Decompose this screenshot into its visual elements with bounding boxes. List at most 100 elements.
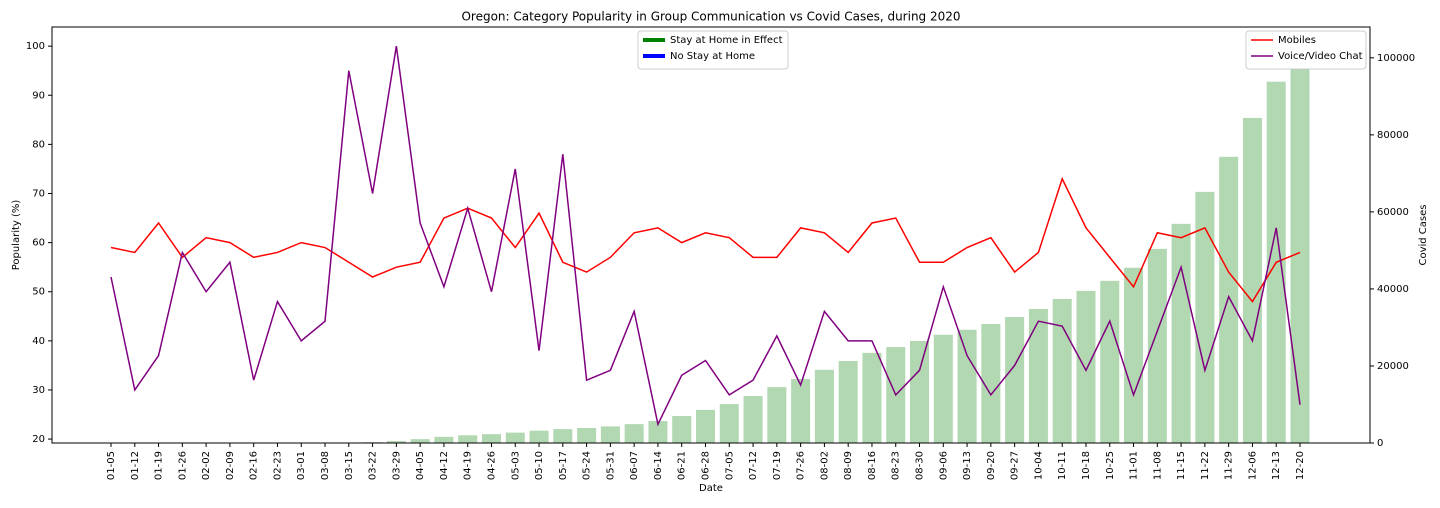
bar <box>838 360 858 443</box>
bar <box>553 429 573 443</box>
bar <box>1147 248 1167 443</box>
bar <box>719 404 739 443</box>
legend-label: No Stay at Home <box>670 51 755 62</box>
legend-label: Stay at Home in Effect <box>670 35 783 46</box>
y2-tick-label: 100000 <box>1377 53 1415 64</box>
x-tick-label: 02-02 <box>201 451 212 480</box>
x-tick-label: 05-10 <box>534 451 545 480</box>
x-tick-label: 08-23 <box>891 451 902 480</box>
x-tick-label: 01-12 <box>130 451 141 480</box>
x-tick-label: 03-29 <box>391 451 402 480</box>
x-tick-label: 11-01 <box>1129 451 1140 480</box>
bar <box>577 427 597 443</box>
x-tick-label: 10-18 <box>1081 451 1092 480</box>
legend-box <box>1245 30 1367 70</box>
x-tick-label: 10-25 <box>1105 451 1116 480</box>
x-tick-label: 01-19 <box>154 451 165 480</box>
x-tick-label: 04-12 <box>439 451 450 480</box>
line-series <box>110 46 1301 427</box>
bar <box>695 409 716 443</box>
y2-tick-label: 80000 <box>1377 130 1409 141</box>
x-tick-label: 08-16 <box>867 451 878 480</box>
x-tick-label: 03-08 <box>320 451 331 480</box>
bar <box>386 441 406 443</box>
bar <box>957 329 977 443</box>
x-tick-label: 01-26 <box>177 451 188 480</box>
x-tick-label: 04-05 <box>415 451 426 480</box>
y2-tick-label: 40000 <box>1377 284 1409 295</box>
x-tick-label: 06-14 <box>653 451 664 480</box>
legend-label: Voice/Video Chat <box>1278 51 1363 62</box>
bar <box>743 396 763 443</box>
bar <box>1171 223 1191 443</box>
y-tick-label: 20 <box>32 434 45 445</box>
plot-frame <box>51 26 1371 444</box>
bar <box>910 340 930 443</box>
bar <box>1028 308 1048 443</box>
bar <box>648 421 668 443</box>
y-tick-label: 100 <box>26 41 45 52</box>
y-tick-label: 40 <box>32 336 45 347</box>
x-tick-label: 05-31 <box>605 451 616 480</box>
y-tick-label: 90 <box>32 90 45 101</box>
bar <box>529 430 549 443</box>
x-tick-label: 08-09 <box>843 451 854 480</box>
legend-box <box>637 30 789 70</box>
x-tick-label: 11-22 <box>1200 451 1211 480</box>
x-tick-label: 07-05 <box>724 451 735 480</box>
y-axis-label: Popularity (%) <box>11 200 22 271</box>
bar <box>791 379 811 443</box>
x-tick-label: 02-23 <box>272 451 283 480</box>
x-tick-label: 08-02 <box>819 451 830 480</box>
x-tick-label: 10-11 <box>1057 451 1068 480</box>
bar <box>458 435 478 443</box>
y-tick-label: 50 <box>32 287 45 298</box>
x-tick-label: 02-16 <box>249 451 260 480</box>
x-tick-label: 04-26 <box>486 451 497 480</box>
bar <box>981 323 1001 443</box>
x-tick-label: 12-20 <box>1295 451 1306 480</box>
y-tick-label: 60 <box>32 238 45 249</box>
x-tick-label: 03-22 <box>368 451 379 480</box>
x-tick-label: 08-30 <box>915 451 926 480</box>
bar <box>1005 317 1025 443</box>
x-tick-label: 03-15 <box>344 451 355 480</box>
y2-tick-label: 20000 <box>1377 361 1409 372</box>
bar <box>600 426 620 443</box>
x-tick-label: 09-20 <box>986 451 997 480</box>
bar <box>1052 298 1072 443</box>
bar <box>1124 267 1144 443</box>
bar <box>862 352 882 443</box>
y-tick-label: 70 <box>32 188 45 199</box>
y-tick-label: 80 <box>32 139 45 150</box>
x-tick-label: 11-08 <box>1152 451 1163 480</box>
x-tick-label: 06-21 <box>677 451 688 480</box>
bar <box>1219 156 1239 443</box>
x-tick-label: 10-04 <box>1033 451 1044 480</box>
x-tick-label: 11-15 <box>1176 451 1187 480</box>
x-axis-label: Date <box>699 483 723 494</box>
bar <box>933 334 953 443</box>
x-tick-label: 09-27 <box>1010 451 1021 480</box>
bar <box>505 432 525 443</box>
x-tick-label: 07-19 <box>772 451 783 480</box>
bar <box>1076 290 1096 443</box>
bar <box>624 424 644 443</box>
y2-tick-label: 60000 <box>1377 207 1409 218</box>
y-tick-label: 30 <box>32 385 45 396</box>
x-tick-label: 12-06 <box>1247 451 1258 480</box>
x-tick-label: 02-09 <box>225 451 236 480</box>
y2-tick-label: 0 <box>1377 438 1383 449</box>
bar <box>410 439 430 443</box>
x-tick-label: 06-28 <box>701 451 712 480</box>
bar <box>1290 46 1310 444</box>
x-tick-label: 03-01 <box>296 451 307 480</box>
x-tick-label: 06-07 <box>629 451 640 480</box>
y2-axis-label: Covid Cases <box>1418 204 1429 265</box>
x-tick-label: 12-13 <box>1271 451 1282 480</box>
bar <box>814 369 834 443</box>
x-tick-label: 11-29 <box>1224 451 1235 480</box>
x-tick-label: 05-17 <box>558 451 569 480</box>
x-tick-label: 09-13 <box>962 451 973 480</box>
